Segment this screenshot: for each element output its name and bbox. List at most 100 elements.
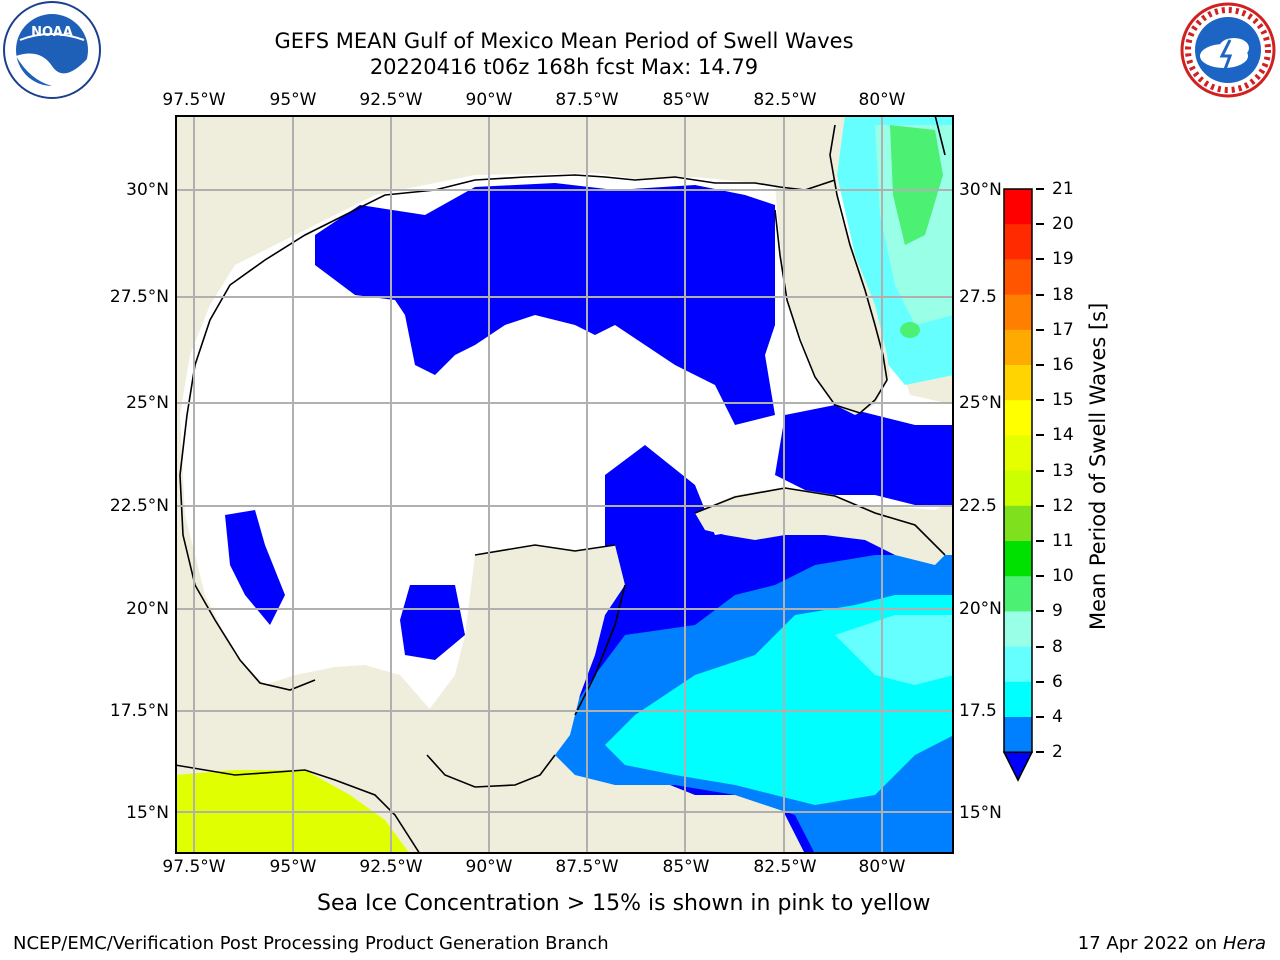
colorbar-band	[1004, 435, 1032, 472]
noaa-logo: NOAA	[0, 0, 104, 104]
colorbar-band	[1004, 294, 1032, 331]
credit-left: NCEP/EMC/Verification Post Processing Pr…	[13, 933, 609, 954]
colorbar-band	[1004, 611, 1032, 648]
colorbar-extend-triangle	[1002, 751, 1034, 782]
graticule	[175, 115, 954, 854]
lon-label-bottom: 80°W	[858, 857, 906, 877]
lat-label-left: 22.5°N	[109, 496, 169, 516]
yucatan-land	[425, 545, 625, 785]
lat-label-right: 25°N	[959, 393, 1002, 413]
lon-label-top: 90°W	[465, 90, 513, 110]
lat-label-right: 17.5	[959, 701, 997, 721]
colorbar-band	[1004, 576, 1032, 612]
colorbar-tick-label: 9	[1052, 601, 1063, 622]
colorbar-band	[1004, 224, 1032, 260]
colorbar-tick-mark	[1036, 293, 1044, 296]
colorbar-band	[1004, 400, 1032, 436]
lat-label-right: 27.5	[959, 287, 997, 307]
colorbar-tick-label: 19	[1052, 249, 1074, 270]
swell-atlantic-green	[890, 125, 943, 245]
colorbar-tick-mark	[1036, 399, 1044, 402]
colorbar-band	[1004, 470, 1032, 507]
credit-host: Hera	[1222, 933, 1266, 954]
nws-logo	[1176, 0, 1280, 104]
florida-land	[775, 175, 890, 415]
swell-blue-north	[315, 183, 775, 425]
colorbar-band	[1004, 717, 1032, 753]
map-title: GEFS MEAN Gulf of Mexico Mean Period of …	[274, 29, 854, 53]
colorbar-tick-mark	[1036, 469, 1044, 472]
colorbar-band	[1004, 681, 1032, 718]
lon-label-top: 97.5°W	[162, 90, 226, 110]
colorbar-tick-mark	[1036, 328, 1044, 331]
colorbar-tick-mark	[1036, 610, 1044, 613]
colorbar-band	[1004, 365, 1032, 401]
lon-label-top: 80°W	[858, 90, 906, 110]
lat-label-left: 25°N	[126, 393, 169, 413]
colorbar-tick-mark	[1036, 188, 1044, 190]
colorbar-tick-label: 14	[1052, 425, 1074, 446]
lon-label-bottom: 95°W	[269, 857, 317, 877]
colorbar-band	[1004, 259, 1032, 296]
colorbar-tick-mark	[1036, 223, 1044, 226]
colorbar-tick-label: 8	[1052, 636, 1063, 657]
lon-label-top: 95°W	[269, 90, 317, 110]
colorbar-tick-mark	[1036, 751, 1044, 754]
lat-label-right: 15°N	[959, 803, 1002, 823]
swell-atlantic-green-spot	[900, 322, 920, 338]
lon-label-bottom: 82.5°W	[753, 857, 817, 877]
colorbar-tick-label: 10	[1052, 566, 1074, 587]
swell-blue-straits	[775, 405, 954, 505]
colorbar-tick-mark	[1036, 504, 1044, 507]
colorbar-tick-label: 13	[1052, 460, 1074, 481]
lon-label-bottom: 97.5°W	[162, 857, 226, 877]
colorbar-tick-mark	[1036, 434, 1044, 437]
colorbar	[1002, 188, 1034, 782]
lat-label-right: 30°N	[959, 180, 1002, 200]
lon-label-bottom: 92.5°W	[359, 857, 423, 877]
lon-label-top: 85°W	[662, 90, 710, 110]
colorbar-tick-label: 15	[1052, 390, 1074, 411]
lon-label-bottom: 87.5°W	[555, 857, 619, 877]
lat-label-right: 22.5	[959, 496, 997, 516]
swell-blue-campeche	[400, 585, 465, 660]
colorbar-tick-mark	[1036, 645, 1044, 648]
colorbar-tick-label: 21	[1052, 179, 1074, 199]
colorbar-band	[1004, 541, 1032, 577]
lat-label-left: 20°N	[126, 599, 169, 619]
map-panel	[175, 115, 954, 854]
colorbar-band	[1004, 329, 1032, 366]
lon-label-bottom: 85°W	[662, 857, 710, 877]
lat-label-left: 27.5°N	[109, 287, 169, 307]
colorbar-tick-mark	[1036, 680, 1044, 683]
svg-text:NOAA: NOAA	[31, 25, 73, 40]
lon-label-top: 92.5°W	[359, 90, 423, 110]
credit-date: 17 Apr 2022 on	[1077, 933, 1223, 954]
colorbar-tick-mark	[1036, 716, 1044, 718]
colorbar-band	[1004, 189, 1032, 225]
coastlines	[175, 115, 946, 854]
colorbar-tick-label: 2	[1052, 742, 1063, 763]
colorbar-band	[1004, 505, 1032, 542]
colorbar-frame	[1003, 188, 1033, 753]
colorbar-tick-label: 18	[1052, 284, 1074, 305]
swell-aqua-caribbean	[835, 615, 954, 685]
colorbar-tick-mark	[1036, 364, 1044, 366]
colorbar-tick-label: 4	[1052, 707, 1063, 727]
colorbar-tick-label: 20	[1052, 214, 1074, 235]
lon-label-bottom: 90°W	[465, 857, 513, 877]
colorbar-tick-mark	[1036, 575, 1044, 578]
lat-label-right: 20°N	[959, 599, 1002, 619]
colorbar-band	[1004, 646, 1032, 683]
sea-ice-footnote: Sea Ice Concentration > 15% is shown in …	[317, 891, 931, 916]
colorbar-tick-label: 11	[1052, 531, 1074, 551]
lat-label-left: 30°N	[126, 180, 169, 200]
colorbar-tick-label: 16	[1052, 355, 1074, 375]
colorbar-tick-label: 6	[1052, 671, 1063, 692]
colorbar-tick-label: 17	[1052, 319, 1074, 340]
colorbar-label: Mean Period of Swell Waves [s]	[1086, 302, 1110, 630]
map-subtitle: 20220416 t06z 168h fcst Max: 14.79	[369, 55, 759, 79]
lat-label-left: 17.5°N	[109, 701, 169, 721]
lon-label-top: 87.5°W	[555, 90, 619, 110]
credit-right: 17 Apr 2022 on Hera	[1078, 933, 1266, 954]
